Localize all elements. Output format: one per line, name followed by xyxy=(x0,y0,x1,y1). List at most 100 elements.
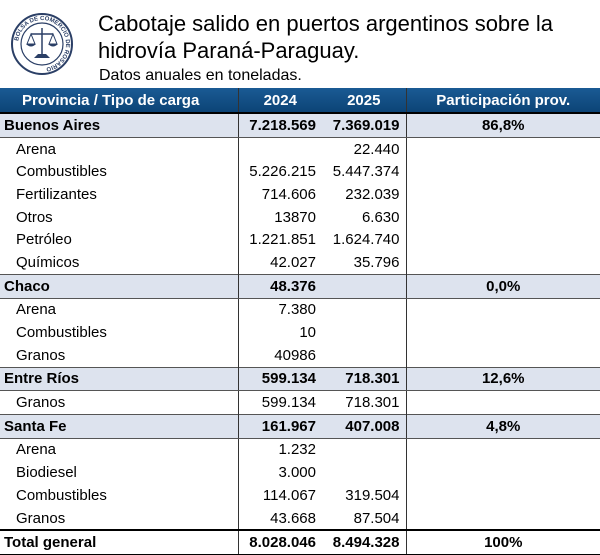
report-subtitle: Datos anuales en toneladas. xyxy=(99,67,302,84)
value-2024-cell: 1.221.851 xyxy=(249,231,316,249)
share-cell xyxy=(406,461,600,484)
report-header: BOLSA DE COMERCIO DE ROSARIO Cabotaje sa… xyxy=(0,0,600,88)
share-cell xyxy=(406,137,600,160)
value-2025-cell: 232.039 xyxy=(322,183,407,206)
value-2024-cell: 114.067 xyxy=(262,486,316,504)
value-2025-cell: 35.796 xyxy=(322,251,407,275)
value-2025-cell xyxy=(322,321,407,344)
cargo-row: Fertilizantes 714.606 232.039 xyxy=(0,183,600,206)
report-title: Cabotaje salido en puertos argentinos so… xyxy=(98,10,553,64)
cargo-row: Combustibles 5.226.215 5.447.374 xyxy=(0,160,600,184)
cargo-row: Otros 13870 6.630 xyxy=(0,205,600,229)
value-2024-cell: 1.232 xyxy=(278,441,316,459)
value-2025-cell: 8.494.328 xyxy=(322,529,407,555)
row-name-cell: Arena xyxy=(0,298,239,322)
cargo-row: Combustibles 10 xyxy=(0,321,600,344)
value-2024-cell: 5.226.215 xyxy=(249,163,316,181)
value-2024-cell: 40986 xyxy=(274,346,316,364)
value-2024-cell: 10 xyxy=(299,324,316,342)
value-2024-cell: 161.967 xyxy=(238,413,322,439)
value-2024-cell: 3.000 xyxy=(278,464,316,482)
province-row: Entre Ríos 599.134 718.301 12,6% xyxy=(0,366,600,392)
value-2025-cell: 6.630 xyxy=(322,205,407,229)
share-cell xyxy=(406,344,600,367)
row-name-cell: Total general xyxy=(0,529,239,555)
value-2024-cell xyxy=(238,137,322,160)
row-name-cell: Combustibles xyxy=(0,160,239,184)
value-2024-cell: 599.134 xyxy=(238,366,322,392)
title-line-2: hidrovía Paraná-Paraguay. xyxy=(98,38,360,63)
share-cell xyxy=(406,507,600,531)
row-name-cell: Buenos Aires xyxy=(0,112,239,138)
value-2025-cell xyxy=(322,438,407,462)
share-cell: 0,0% xyxy=(406,273,600,299)
table-header-row: Provincia / Tipo de carga 2024 2025 Part… xyxy=(0,88,600,114)
cargo-row: Arena 1.232 xyxy=(0,438,600,462)
share-cell xyxy=(406,321,600,344)
cargo-row: Granos 40986 xyxy=(0,343,600,368)
value-2025-cell xyxy=(322,343,407,368)
value-2025-cell: 7.369.019 xyxy=(322,112,407,138)
share-cell xyxy=(406,160,600,183)
cargo-row: Arena 22.440 xyxy=(0,137,600,161)
value-2025-cell: 718.301 xyxy=(322,390,407,415)
cargo-row: Petróleo 1.221.851 1.624.740 xyxy=(0,228,600,252)
column-header-participacion: Participación prov. xyxy=(406,88,600,114)
row-name-cell: Granos xyxy=(0,343,239,368)
share-cell: 4,8% xyxy=(406,413,600,439)
cargo-row: Químicos 42.027 35.796 xyxy=(0,251,600,275)
value-2024-cell: 43.668 xyxy=(270,509,316,527)
value-2025-cell: 5.447.374 xyxy=(322,160,407,184)
value-2025-cell xyxy=(322,461,407,484)
share-cell xyxy=(406,251,600,274)
province-row: Buenos Aires 7.218.569 7.369.019 86,8% xyxy=(0,112,600,138)
share-cell xyxy=(406,298,600,321)
share-cell xyxy=(406,228,600,251)
total-row: Total general 8.028.046 8.494.328 100% xyxy=(0,529,600,555)
value-2025-cell: 718.301 xyxy=(322,366,407,392)
cargo-row: Biodiesel 3.000 xyxy=(0,461,600,484)
value-2024-cell: 7.218.569 xyxy=(238,112,322,138)
bolsa-de-comercio-logo: BOLSA DE COMERCIO DE ROSARIO xyxy=(11,13,73,75)
title-line-1: Cabotaje salido en puertos argentinos so… xyxy=(98,11,553,36)
value-2024-cell: 714.606 xyxy=(261,185,316,203)
value-2025-cell: 319.504 xyxy=(322,484,407,507)
share-cell xyxy=(406,438,600,461)
row-name-cell: Químicos xyxy=(0,251,239,275)
row-name-cell: Petróleo xyxy=(0,228,239,252)
share-cell xyxy=(406,206,600,229)
share-cell xyxy=(406,183,600,206)
value-2024-cell: 13870 xyxy=(274,208,316,226)
cargo-row: Combustibles 114.067 319.504 xyxy=(0,484,600,507)
column-header-2025: 2025 xyxy=(322,88,407,114)
row-name-cell: Biodiesel xyxy=(0,461,239,484)
value-2024-cell: 7.380 xyxy=(278,301,316,319)
value-2025-cell xyxy=(322,298,407,322)
value-2024-cell: 42.027 xyxy=(270,253,316,271)
value-2025-cell: 1.624.740 xyxy=(322,228,407,252)
cargo-row: Granos 599.134 718.301 xyxy=(0,390,600,415)
row-name-cell: Granos xyxy=(0,506,239,531)
column-header-2024: 2024 xyxy=(238,88,322,114)
row-name-cell: Combustibles xyxy=(0,484,239,507)
row-name-cell: Fertilizantes xyxy=(0,183,239,206)
province-row: Chaco 48.376 0,0% xyxy=(0,273,600,299)
province-row: Santa Fe 161.967 407.008 4,8% xyxy=(0,413,600,439)
row-name-cell: Entre Ríos xyxy=(0,366,239,392)
value-2025-cell: 407.008 xyxy=(322,413,407,439)
share-cell: 12,6% xyxy=(406,366,600,392)
row-name-cell: Granos xyxy=(0,390,239,415)
share-cell: 86,8% xyxy=(406,112,600,138)
share-cell xyxy=(406,484,600,507)
value-2024-cell: 8.028.046 xyxy=(238,529,322,555)
share-cell: 100% xyxy=(406,529,600,555)
value-2025-cell: 22.440 xyxy=(322,137,407,161)
row-name-cell: Combustibles xyxy=(0,321,239,344)
cargo-row: Granos 43.668 87.504 xyxy=(0,506,600,531)
row-name-cell: Arena xyxy=(0,137,239,161)
value-2025-cell: 87.504 xyxy=(322,506,407,531)
cabotaje-table: Provincia / Tipo de carga 2024 2025 Part… xyxy=(0,88,600,555)
column-header-provincia: Provincia / Tipo de carga xyxy=(0,88,239,114)
row-name-cell: Arena xyxy=(0,438,239,462)
row-name-cell: Otros xyxy=(0,205,239,229)
